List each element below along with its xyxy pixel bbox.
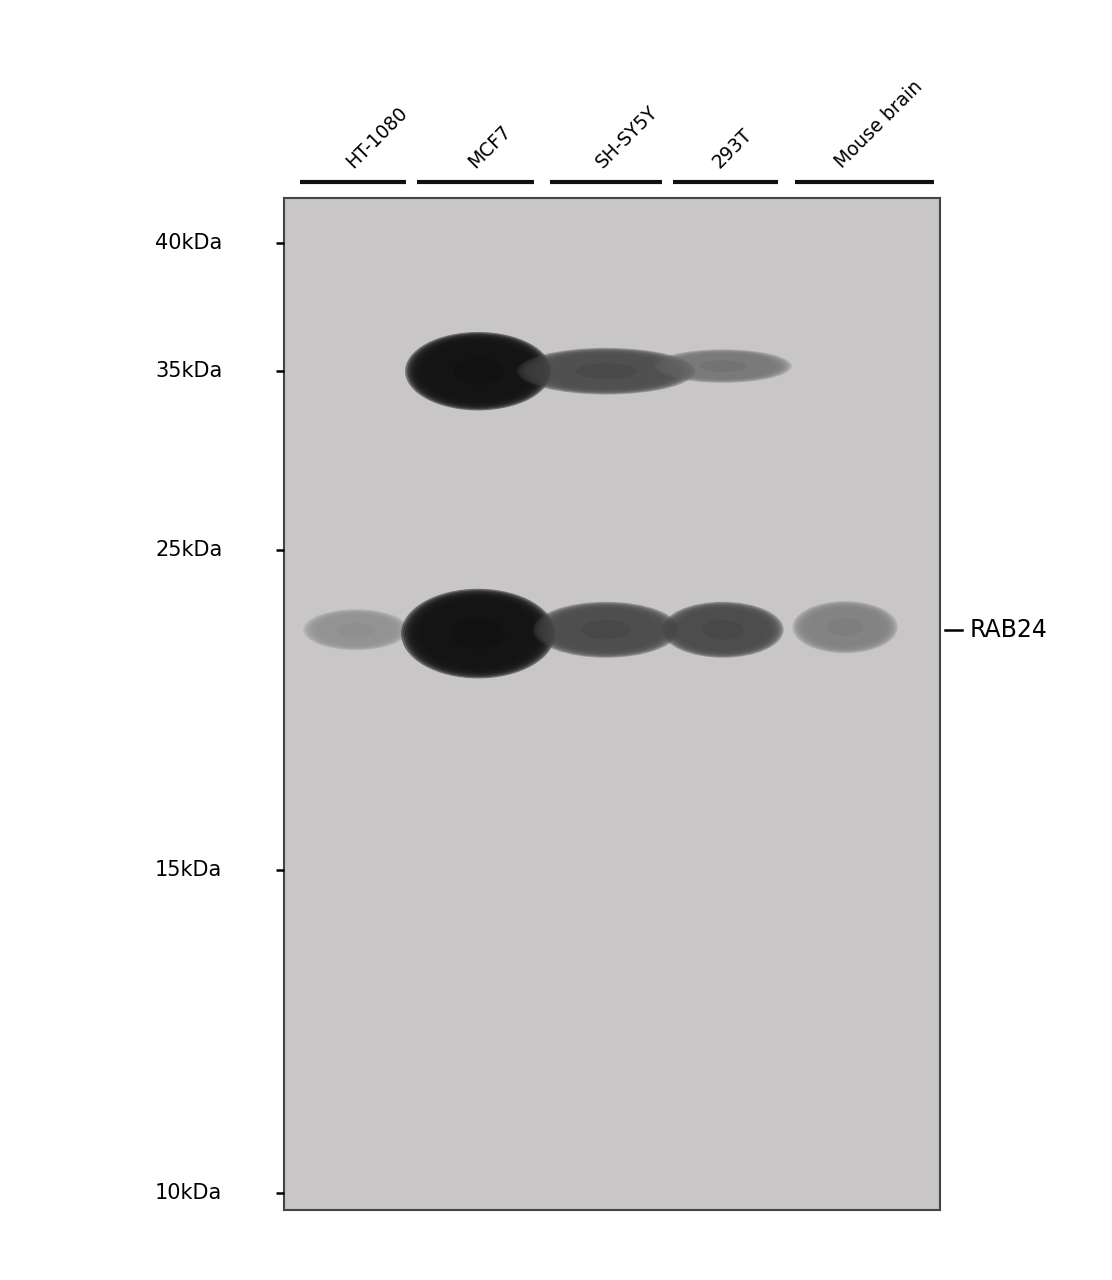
Ellipse shape <box>411 335 545 407</box>
Ellipse shape <box>800 605 891 650</box>
Ellipse shape <box>414 337 543 406</box>
Text: 15kDa: 15kDa <box>156 860 222 881</box>
Ellipse shape <box>519 348 693 394</box>
Ellipse shape <box>664 603 782 657</box>
Ellipse shape <box>803 607 887 648</box>
Ellipse shape <box>580 620 632 639</box>
Text: HT-1080: HT-1080 <box>342 102 411 172</box>
Ellipse shape <box>517 348 695 394</box>
Ellipse shape <box>451 618 505 649</box>
Ellipse shape <box>662 351 784 381</box>
Ellipse shape <box>406 591 550 676</box>
Ellipse shape <box>419 599 537 668</box>
Ellipse shape <box>544 605 668 654</box>
Ellipse shape <box>548 608 665 652</box>
Ellipse shape <box>533 352 679 390</box>
Ellipse shape <box>539 604 673 655</box>
Ellipse shape <box>418 339 538 403</box>
Ellipse shape <box>535 603 677 657</box>
Ellipse shape <box>420 339 536 402</box>
Ellipse shape <box>410 594 546 673</box>
Ellipse shape <box>537 353 675 389</box>
Ellipse shape <box>659 351 786 381</box>
Ellipse shape <box>421 600 535 667</box>
Ellipse shape <box>665 603 781 657</box>
Ellipse shape <box>673 607 773 653</box>
Ellipse shape <box>421 340 535 402</box>
Ellipse shape <box>669 353 776 379</box>
Ellipse shape <box>666 352 780 380</box>
Ellipse shape <box>529 351 683 392</box>
Ellipse shape <box>671 605 775 654</box>
FancyBboxPatch shape <box>284 198 940 1210</box>
Ellipse shape <box>667 604 778 655</box>
Ellipse shape <box>314 613 398 646</box>
Ellipse shape <box>413 595 544 672</box>
Ellipse shape <box>310 612 401 648</box>
Ellipse shape <box>542 605 671 654</box>
Ellipse shape <box>702 620 744 639</box>
Text: 40kDa: 40kDa <box>156 233 222 253</box>
Ellipse shape <box>699 361 746 371</box>
Ellipse shape <box>309 612 403 648</box>
Ellipse shape <box>417 598 539 669</box>
Ellipse shape <box>669 605 776 654</box>
Ellipse shape <box>304 609 408 650</box>
Ellipse shape <box>664 352 782 380</box>
Ellipse shape <box>306 611 406 649</box>
Ellipse shape <box>525 349 687 393</box>
Ellipse shape <box>407 333 549 410</box>
Ellipse shape <box>405 332 552 411</box>
Ellipse shape <box>308 611 404 649</box>
Ellipse shape <box>827 618 863 636</box>
Ellipse shape <box>404 590 553 677</box>
Ellipse shape <box>802 605 888 649</box>
Ellipse shape <box>312 613 399 646</box>
Ellipse shape <box>537 603 675 657</box>
Ellipse shape <box>546 607 666 653</box>
Ellipse shape <box>549 608 663 652</box>
Text: MCF7: MCF7 <box>465 122 515 172</box>
Ellipse shape <box>338 623 374 636</box>
Ellipse shape <box>667 352 778 379</box>
Ellipse shape <box>798 604 892 650</box>
Ellipse shape <box>656 349 790 383</box>
Ellipse shape <box>533 602 679 658</box>
Ellipse shape <box>415 596 542 671</box>
Ellipse shape <box>576 364 637 379</box>
Ellipse shape <box>454 357 503 384</box>
Ellipse shape <box>654 349 792 383</box>
Ellipse shape <box>662 602 784 658</box>
Ellipse shape <box>677 609 768 650</box>
Text: Mouse brain: Mouse brain <box>832 77 926 172</box>
Text: 35kDa: 35kDa <box>156 361 222 381</box>
Ellipse shape <box>804 607 886 648</box>
Ellipse shape <box>797 603 893 652</box>
Ellipse shape <box>315 614 397 645</box>
Ellipse shape <box>676 608 770 652</box>
Ellipse shape <box>794 602 896 653</box>
Ellipse shape <box>552 609 661 650</box>
Ellipse shape <box>408 593 548 675</box>
Ellipse shape <box>793 602 897 653</box>
Ellipse shape <box>522 349 691 393</box>
Text: 293T: 293T <box>709 124 756 172</box>
Ellipse shape <box>535 352 677 390</box>
Text: 10kDa: 10kDa <box>156 1183 222 1203</box>
Text: 25kDa: 25kDa <box>156 540 222 561</box>
Text: RAB24: RAB24 <box>970 618 1048 641</box>
Text: SH-SY5Y: SH-SY5Y <box>593 102 662 172</box>
Ellipse shape <box>674 608 772 652</box>
Ellipse shape <box>305 609 407 650</box>
Ellipse shape <box>409 334 547 408</box>
Ellipse shape <box>416 338 540 404</box>
Ellipse shape <box>539 353 673 389</box>
Ellipse shape <box>424 342 533 401</box>
Ellipse shape <box>658 351 787 381</box>
Ellipse shape <box>527 351 685 392</box>
Ellipse shape <box>795 603 895 652</box>
Ellipse shape <box>401 589 555 678</box>
